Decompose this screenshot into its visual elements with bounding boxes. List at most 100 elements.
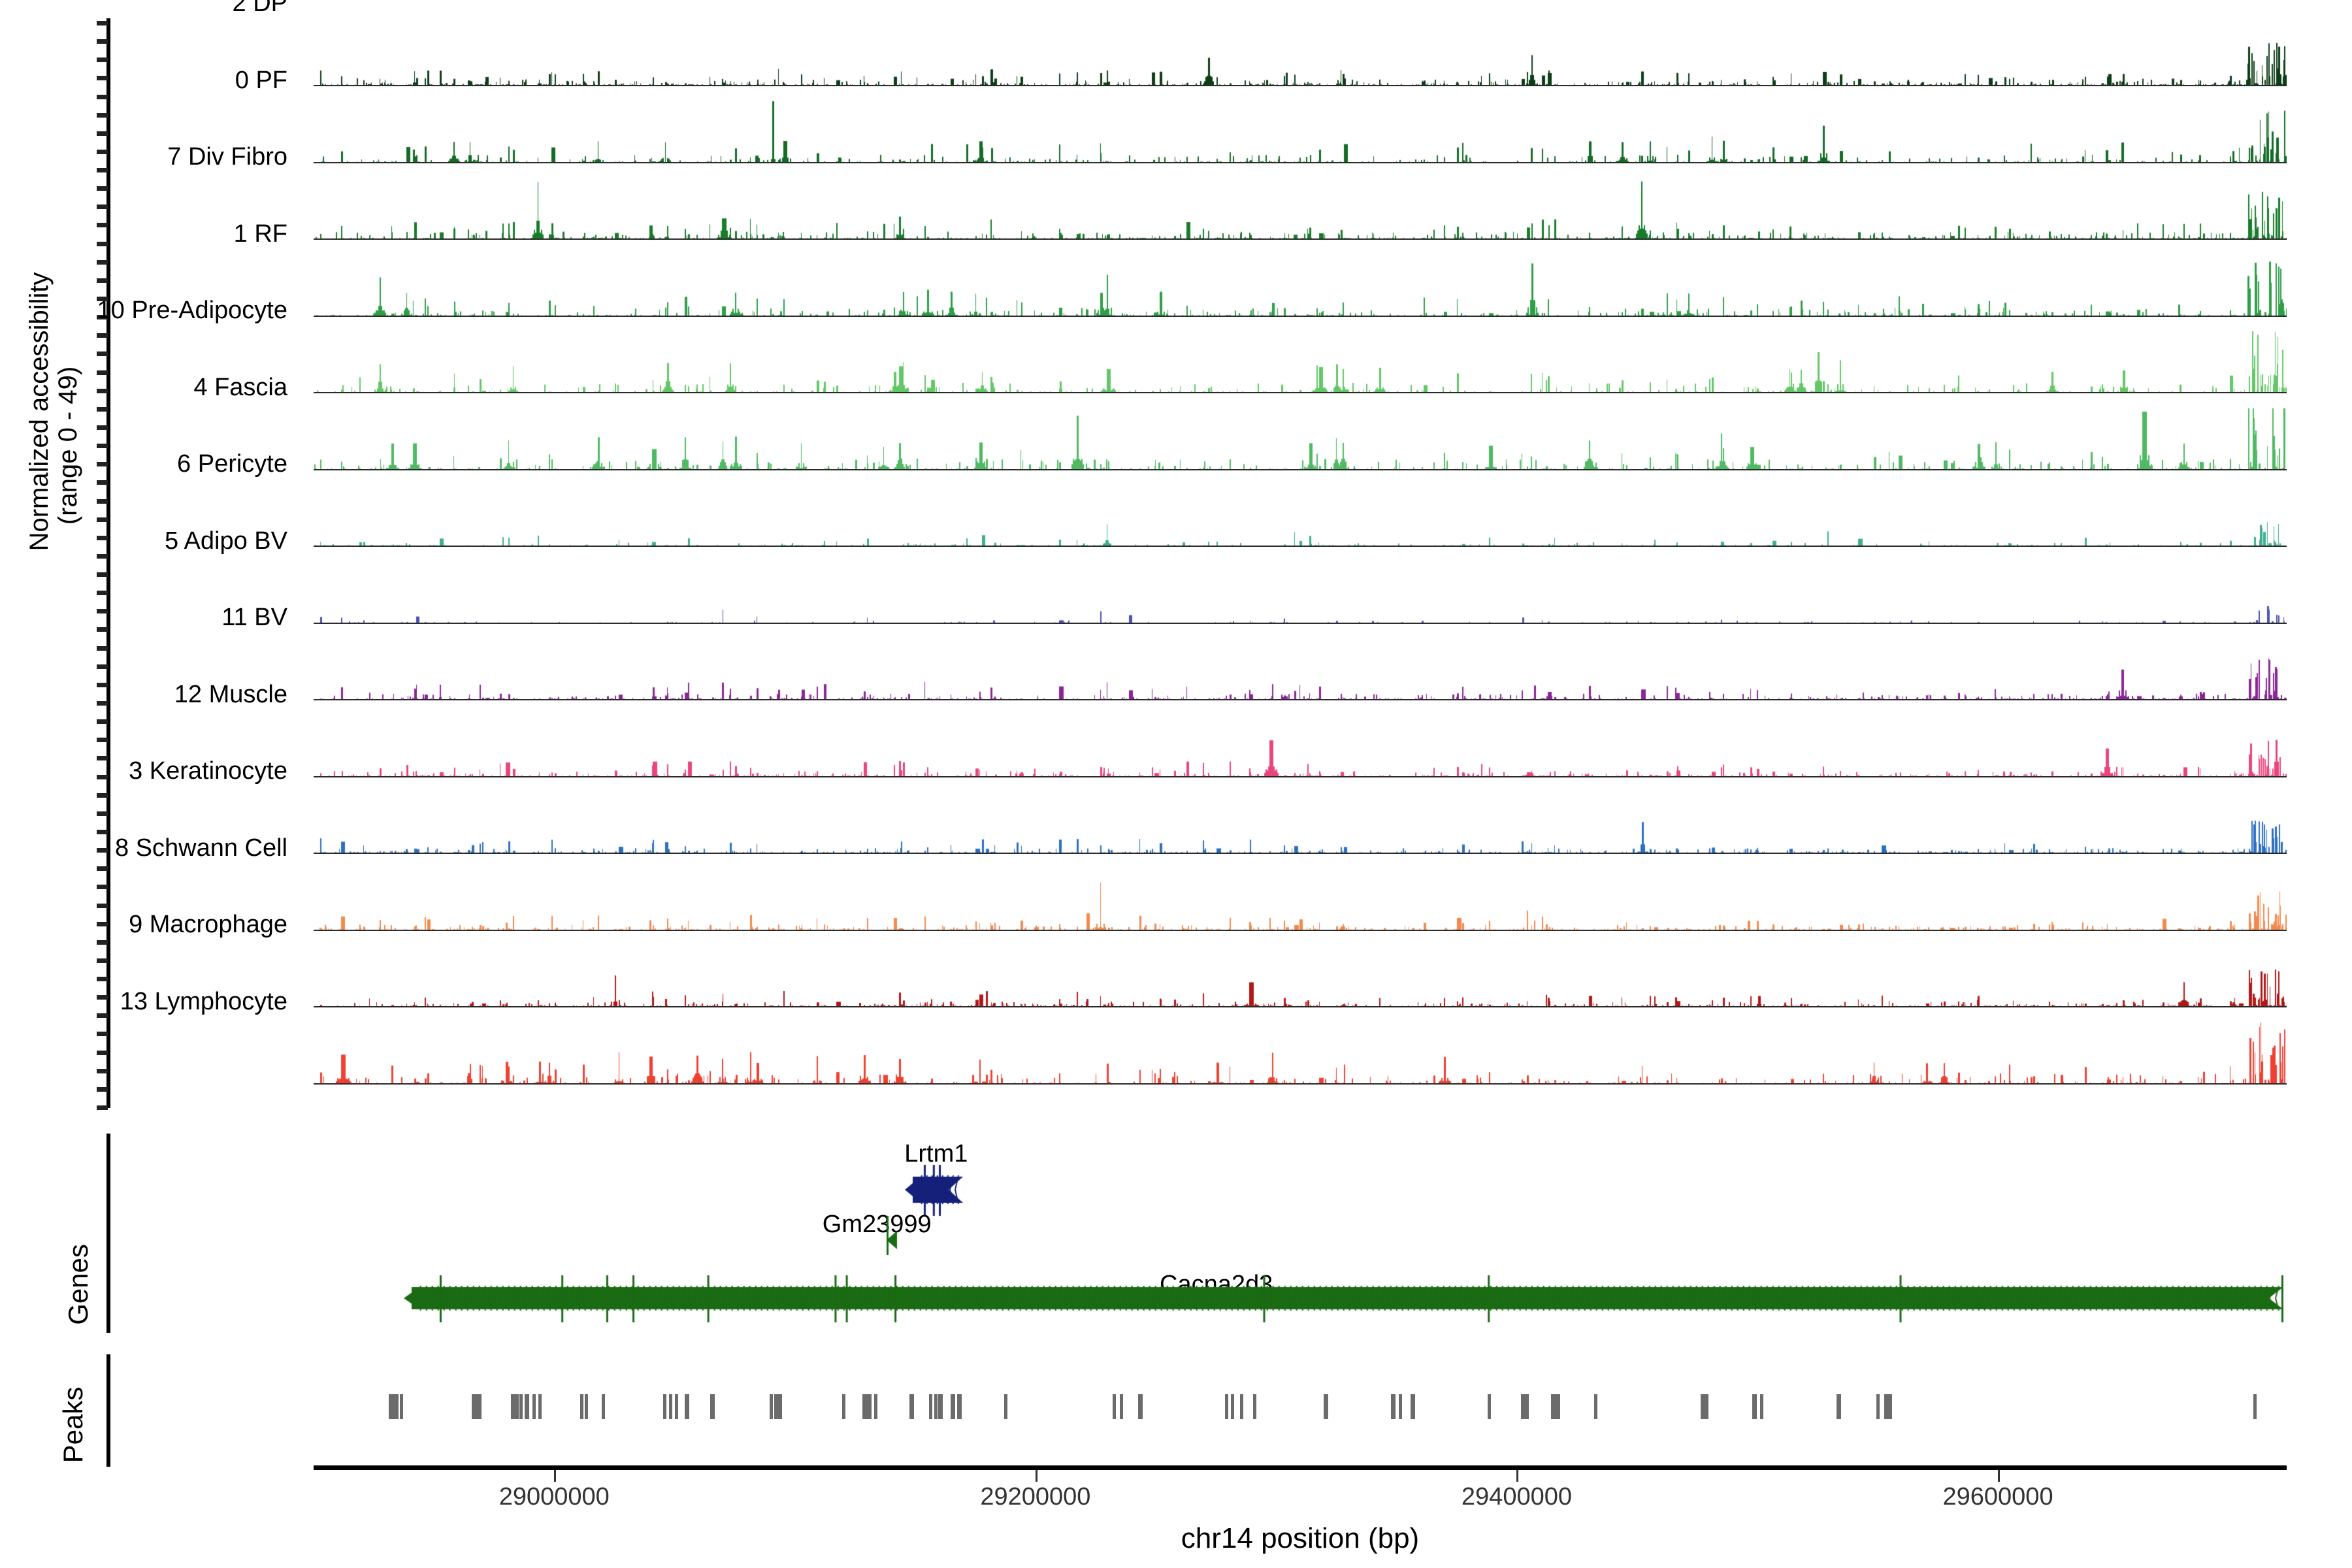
x-axis-tick-label: 29600000 bbox=[1942, 1483, 2053, 1511]
signal-track-baseline bbox=[314, 622, 2287, 624]
signal-track-coverage bbox=[314, 24, 2287, 85]
accessibility-axis-tick bbox=[97, 738, 108, 743]
accessibility-axis-tick bbox=[97, 112, 108, 118]
peak-mark bbox=[774, 1394, 783, 1419]
peak-mark bbox=[1593, 1394, 1597, 1419]
signal-track-coverage bbox=[314, 561, 2287, 623]
accessibility-axis-tick bbox=[97, 517, 108, 522]
signal-track-label: 11 BV bbox=[221, 604, 287, 631]
peak-mark bbox=[1119, 1394, 1123, 1419]
accessibility-axis-tick bbox=[97, 701, 108, 706]
accessibility-axis-tick bbox=[97, 811, 108, 816]
peak-mark bbox=[1759, 1394, 1763, 1419]
accessibility-axis-tick bbox=[97, 572, 108, 578]
accessibility-axis-tick bbox=[97, 1050, 108, 1055]
peak-mark bbox=[1004, 1394, 1007, 1419]
genes-track: Lrtm1Gm23999Cacna2d3 bbox=[314, 1134, 2296, 1333]
accessibility-axis-tick bbox=[97, 627, 108, 632]
accessibility-axis-tick bbox=[97, 388, 108, 393]
accessibility-axis-tick bbox=[97, 829, 108, 834]
accessibility-axis-tick bbox=[97, 1032, 108, 1037]
peak-mark bbox=[1876, 1394, 1880, 1419]
gene-body bbox=[400, 1270, 2296, 1326]
peak-mark bbox=[874, 1394, 877, 1419]
peak-mark bbox=[538, 1394, 542, 1419]
signal-track-baseline bbox=[314, 85, 2287, 86]
gene-body bbox=[875, 1215, 904, 1266]
peaks-track-caption: Peaks bbox=[57, 1386, 88, 1463]
peak-mark bbox=[1487, 1394, 1491, 1419]
peak-mark bbox=[938, 1394, 943, 1419]
x-axis-tick-label: 29000000 bbox=[498, 1483, 610, 1511]
peak-mark bbox=[842, 1394, 846, 1419]
accessibility-axis-tick bbox=[97, 553, 108, 559]
peak-mark bbox=[1411, 1394, 1416, 1419]
peak-mark bbox=[2253, 1394, 2257, 1419]
peak-mark bbox=[668, 1394, 672, 1419]
peak-mark bbox=[1138, 1394, 1143, 1419]
peak-mark bbox=[519, 1394, 523, 1419]
signal-track-coverage bbox=[314, 638, 2287, 699]
accessibility-axis-tick bbox=[97, 21, 108, 25]
peak-mark bbox=[956, 1394, 962, 1419]
peak-mark bbox=[532, 1394, 536, 1419]
accessibility-axis-tick bbox=[97, 848, 108, 853]
signal-track-coverage bbox=[314, 714, 2287, 776]
signal-track-label: 8 Schwann Cell bbox=[114, 834, 287, 862]
gene-body bbox=[900, 1160, 975, 1220]
accessibility-axis-tick bbox=[97, 866, 108, 872]
signal-track-label: 0 PF bbox=[235, 66, 287, 94]
accessibility-axis-tick bbox=[97, 1013, 108, 1019]
signal-track-label: 13 Lymphocyte bbox=[120, 987, 287, 1015]
signal-track bbox=[314, 714, 2287, 777]
signal-track-baseline bbox=[314, 315, 2287, 317]
peak-mark bbox=[1752, 1394, 1757, 1419]
signal-track-label: 3 Keratinocyte bbox=[129, 757, 287, 785]
x-axis-tick bbox=[1035, 1470, 1037, 1482]
accessibility-axis-tick bbox=[97, 939, 108, 945]
accessibility-axis-tick bbox=[97, 462, 108, 467]
peak-mark bbox=[394, 1394, 399, 1419]
accessibility-axis-tick bbox=[97, 370, 108, 375]
accessibility-axis-tick bbox=[97, 1105, 108, 1110]
signal-track bbox=[314, 100, 2287, 163]
accessibility-axis-tick bbox=[97, 977, 108, 982]
accessibility-axis-tick bbox=[97, 57, 108, 63]
peak-mark bbox=[1231, 1394, 1235, 1419]
accessibility-axis-tick bbox=[97, 39, 108, 44]
signal-track bbox=[314, 484, 2287, 547]
x-axis-line bbox=[314, 1465, 2287, 1470]
peak-mark bbox=[909, 1394, 915, 1419]
genes-axis-spine bbox=[106, 1134, 110, 1333]
accessibility-axis-tick bbox=[97, 682, 108, 687]
peak-mark bbox=[1550, 1394, 1559, 1419]
accessibility-axis-tick bbox=[97, 958, 108, 963]
peak-mark bbox=[674, 1394, 678, 1419]
peak-mark bbox=[929, 1394, 933, 1419]
accessibility-axis-tick bbox=[97, 131, 108, 136]
accessibility-axis-tick bbox=[97, 921, 108, 926]
signal-track-coverage bbox=[314, 253, 2287, 316]
signal-track-coverage bbox=[314, 407, 2287, 469]
signal-track-baseline bbox=[314, 546, 2287, 547]
peak-mark bbox=[601, 1394, 605, 1419]
signal-track-baseline bbox=[314, 161, 2287, 163]
peaks-track bbox=[314, 1385, 2287, 1437]
signal-track-label: 4 Fascia bbox=[193, 373, 287, 401]
x-axis-tick-label: 29400000 bbox=[1461, 1483, 1572, 1511]
peak-mark bbox=[1239, 1394, 1243, 1419]
signal-track-coverage bbox=[314, 791, 2287, 853]
accessibility-axis-tick bbox=[97, 1068, 108, 1073]
accessibility-axis-tick bbox=[97, 406, 108, 412]
signal-track-label: 5 Adipo BV bbox=[164, 527, 287, 555]
peak-mark bbox=[1884, 1394, 1892, 1419]
signal-track-coverage bbox=[314, 1021, 2287, 1083]
signal-track bbox=[314, 24, 2287, 86]
accessibility-axis-tick bbox=[97, 94, 108, 99]
peak-mark bbox=[662, 1394, 666, 1419]
accessibility-axis-tick bbox=[97, 168, 108, 173]
signal-track bbox=[314, 868, 2287, 931]
accessibility-axis-tick bbox=[97, 315, 108, 320]
peak-mark bbox=[1399, 1394, 1402, 1419]
peaks-axis-spine bbox=[106, 1354, 110, 1467]
